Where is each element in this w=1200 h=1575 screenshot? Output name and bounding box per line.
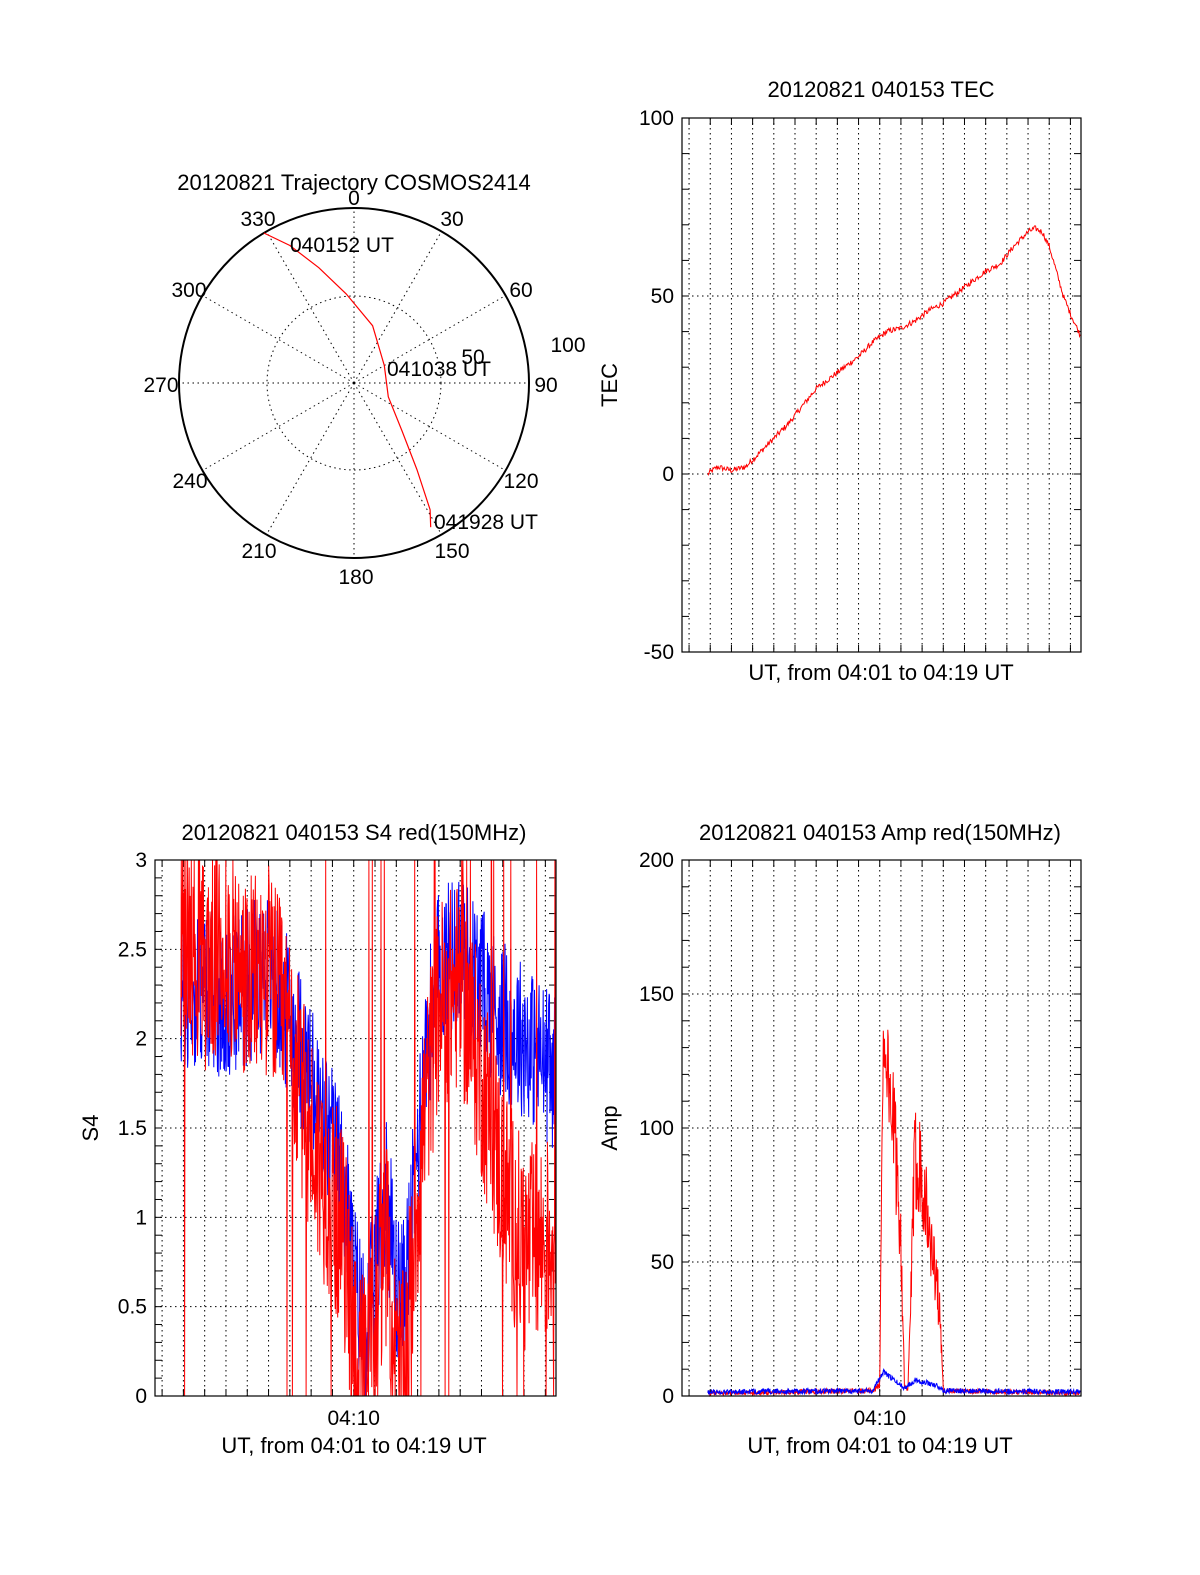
trajectory-time-annotation: 040152 UT xyxy=(290,234,394,257)
tec-ylabel: TEC xyxy=(597,363,622,407)
polar-angle-label: 30 xyxy=(440,208,463,231)
y-tick-label: 2.5 xyxy=(118,938,147,961)
polar-plot: 0 30 60 90 120 150 180 210 240 270 300 330 50 100 0401… xyxy=(143,187,585,589)
y-tick-label: 0.5 xyxy=(118,1296,147,1319)
y-tick-label: 0 xyxy=(662,1385,674,1408)
tec-xlabel: UT, from 04:01 to 04:19 UT xyxy=(748,660,1013,685)
polar-angle-label: 270 xyxy=(143,374,178,397)
y-tick-label: 0 xyxy=(662,463,674,486)
polar-outer-circle xyxy=(178,207,530,559)
series-line-red xyxy=(707,225,1081,476)
plot-frame xyxy=(681,859,1082,1397)
polar-angle-label: 60 xyxy=(509,279,532,302)
y-tick-label: 150 xyxy=(639,983,674,1006)
x-tick-label: 04:10 xyxy=(327,1407,380,1430)
y-tick-label: 1.5 xyxy=(118,1117,147,1140)
amp-xlabel: UT, from 04:01 to 04:19 UT xyxy=(747,1433,1012,1458)
tec-panel: 20120821 040153 TEC UT, from 04:01 to 04… xyxy=(597,77,1082,685)
polar-angle-label: 300 xyxy=(171,279,206,302)
y-tick-label: 200 xyxy=(639,849,674,872)
polar-angle-label: 210 xyxy=(241,540,276,563)
series-line-red xyxy=(180,859,556,1397)
y-tick-label: 3 xyxy=(135,849,147,872)
polar-spoke xyxy=(202,295,355,384)
polar-angle-label: 330 xyxy=(240,208,275,231)
plot-frame xyxy=(154,859,557,1397)
polar-spoke xyxy=(353,231,442,384)
polar-spoke xyxy=(353,295,506,384)
y-tick-label: -50 xyxy=(644,641,674,664)
y-tick-label: 0 xyxy=(135,1385,147,1408)
plot-frame xyxy=(681,117,1082,653)
y-tick-label: 1 xyxy=(135,1206,147,1229)
polar-angle-label: 180 xyxy=(338,566,373,589)
s4-title: 20120821 040153 S4 red(150MHz) xyxy=(182,820,527,845)
series-line-blue xyxy=(707,1368,1081,1397)
polar-angle-label: 0 xyxy=(348,187,360,210)
trajectory-time-annotation: 041928 UT xyxy=(434,511,538,534)
s4-ylabel: S4 xyxy=(78,1115,103,1142)
series-line-red xyxy=(707,1029,1081,1398)
polar-angle-label: 120 xyxy=(503,470,538,493)
polar-spoke xyxy=(202,382,355,471)
trajectory-line xyxy=(263,232,432,528)
polar-spoke xyxy=(266,231,355,384)
trajectory-title: 20120821 Trajectory COSMOS2414 xyxy=(177,170,530,195)
x-tick-label: 04:10 xyxy=(853,1407,906,1430)
y-tick-label: 50 xyxy=(651,1251,674,1274)
y-tick-label: 100 xyxy=(639,1117,674,1140)
tec-title: 20120821 040153 TEC xyxy=(767,77,994,102)
y-tick-label: 100 xyxy=(639,107,674,130)
polar-spoke xyxy=(353,382,506,471)
tec-plot: -50 0 50 100 xyxy=(639,107,1082,664)
y-tick-label: 2 xyxy=(135,1028,147,1051)
s4-plot: 0 0.5 1 1.5 2 2.5 3 04:10 xyxy=(118,849,557,1430)
trajectory-polar-panel: 20120821 Trajectory COSMOS2414 0 30 60 90 12… xyxy=(143,170,585,589)
polar-angle-label: 90 xyxy=(534,374,557,397)
polar-radius-label: 50 xyxy=(461,346,484,369)
polar-angle-label: 240 xyxy=(172,470,207,493)
polar-spoke xyxy=(266,382,355,535)
s4-panel: 20120821 040153 S4 red(150MHz) UT, from … xyxy=(78,820,557,1458)
s4-xlabel: UT, from 04:01 to 04:19 UT xyxy=(221,1433,486,1458)
trajectory-time-annotation: 041038 UT xyxy=(387,358,491,381)
polar-radius-label: 100 xyxy=(550,334,585,357)
polar-spoke xyxy=(353,382,442,535)
y-tick-label: 50 xyxy=(651,285,674,308)
amp-panel: 20120821 040153 Amp red(150MHz) UT, from… xyxy=(597,820,1082,1458)
polar-inner-circle xyxy=(266,295,442,471)
polar-angle-label: 150 xyxy=(434,540,469,563)
amp-title: 20120821 040153 Amp red(150MHz) xyxy=(699,820,1061,845)
amp-ylabel: Amp xyxy=(597,1105,622,1150)
amp-plot: 0 50 100 150 200 04:10 xyxy=(639,849,1082,1430)
